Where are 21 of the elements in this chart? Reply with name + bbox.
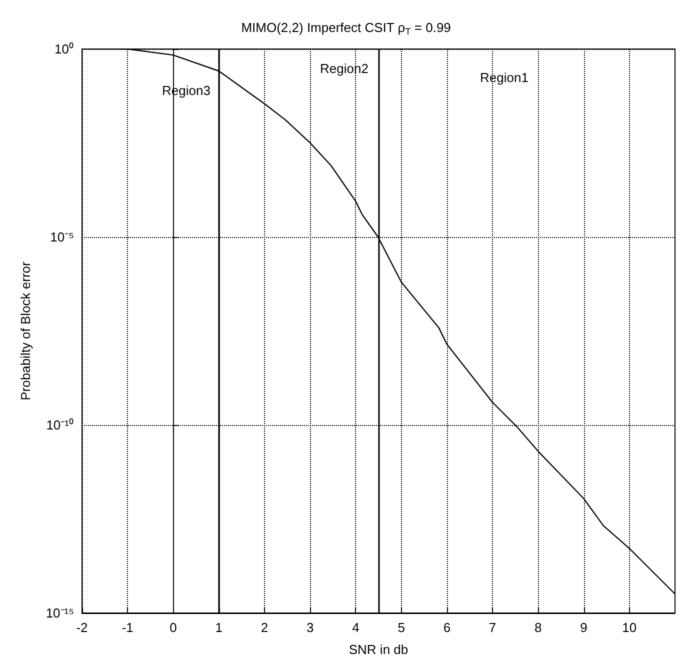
x-tick-label: 6	[443, 620, 451, 635]
x-tick-label: 1	[215, 620, 222, 635]
x-tick-label: -1	[122, 620, 134, 635]
y-axis-title: Probabilty of Block error	[18, 260, 33, 400]
annotation: Region2	[320, 61, 368, 76]
x-tick-label: 9	[580, 620, 588, 635]
x-tick-label: 0	[170, 620, 177, 635]
x-tick-label: -2	[76, 620, 88, 635]
y-tick-label: 10⁻¹⁵	[46, 606, 74, 620]
x-tick-label: 10	[622, 620, 637, 635]
y-tick-label: 10⁰	[54, 42, 74, 56]
y-tick-label: 10⁻⁵	[50, 230, 74, 244]
y-tick-label: 10⁻¹⁰	[46, 418, 74, 432]
x-tick-label: 2	[260, 620, 268, 635]
x-tick-label: 4	[352, 620, 360, 635]
x-tick-label: 8	[534, 620, 542, 635]
x-tick-label: 7	[488, 620, 496, 635]
annotation: Region1	[480, 70, 528, 85]
x-tick-label: 3	[306, 620, 314, 635]
x-tick-label: 5	[398, 620, 405, 635]
x-axis-title: SNR in db	[348, 642, 408, 657]
